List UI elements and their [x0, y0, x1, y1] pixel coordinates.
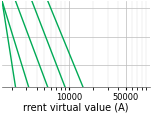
X-axis label: rrent virtual value (A): rrent virtual value (A): [23, 102, 129, 112]
